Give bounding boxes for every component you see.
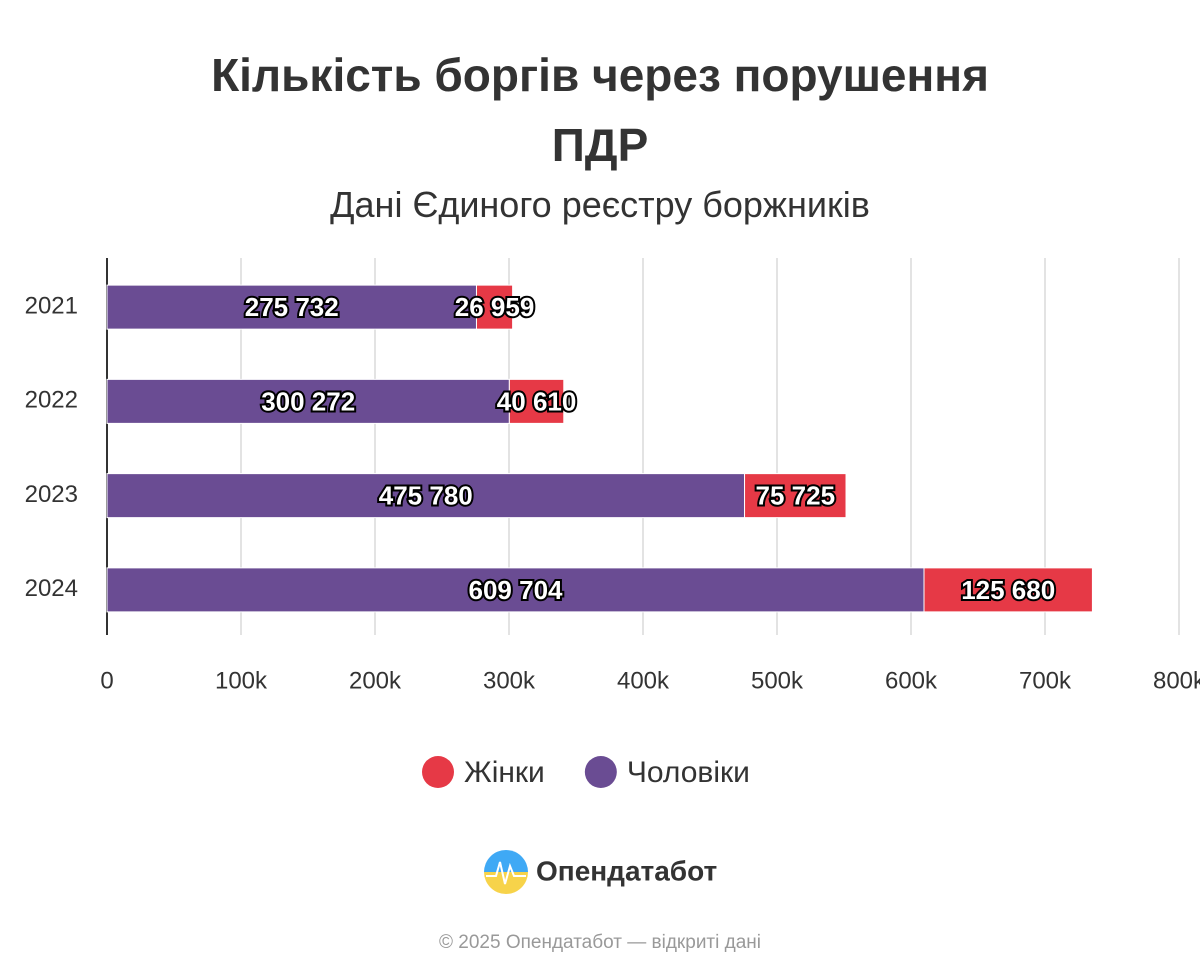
bar-segment (106, 473, 746, 519)
value-label: 475 780 (379, 481, 473, 511)
x-tick-label: 600k (885, 667, 938, 694)
bar-segment (106, 567, 925, 613)
value-label: 40 610 (497, 386, 577, 416)
value-label: 300 272 (261, 386, 355, 416)
copyright: © 2025 Опендатабот — відкриті дані (439, 932, 761, 953)
legend-swatch (584, 756, 617, 788)
value-label: 609 704 (469, 575, 564, 605)
chart-title: Кількість боргів через порушення ПДР (211, 49, 989, 171)
x-tick-label: 700k (1019, 667, 1072, 694)
legend-label: Жінки (464, 756, 545, 789)
x-tick-label: 800k (1153, 667, 1200, 694)
legend-label: Чоловіки (627, 756, 750, 789)
value-label: 26 959 (455, 292, 535, 322)
x-tick-label: 500k (751, 667, 804, 694)
x-tick-label: 0 (100, 667, 113, 694)
y-tick-label: 2023 (25, 481, 78, 508)
chart-subtitle: Дані Єдиного реєстру боржників (330, 184, 870, 225)
x-tick-label: 200k (349, 667, 402, 694)
y-tick-label: 2024 (25, 575, 78, 602)
value-label: 125 680 (961, 575, 1055, 605)
y-tick-label: 2021 (25, 292, 78, 319)
brand-logo-line (486, 861, 526, 885)
bar-segment (923, 567, 1093, 613)
bar-segment (475, 284, 514, 330)
x-tick-label: 300k (483, 667, 536, 694)
value-label: 75 725 (756, 481, 836, 511)
x-tick-label: 400k (617, 667, 670, 694)
legend-swatch (422, 756, 454, 788)
x-tick-label: 100k (215, 667, 268, 694)
brand-logo (484, 850, 528, 894)
bar-segment (744, 473, 847, 519)
bar-segment (106, 378, 510, 424)
y-tick-label: 2022 (25, 387, 78, 414)
value-label: 275 732 (245, 292, 339, 322)
brand: Опендатабот (536, 855, 717, 886)
bar-segment (508, 378, 565, 424)
